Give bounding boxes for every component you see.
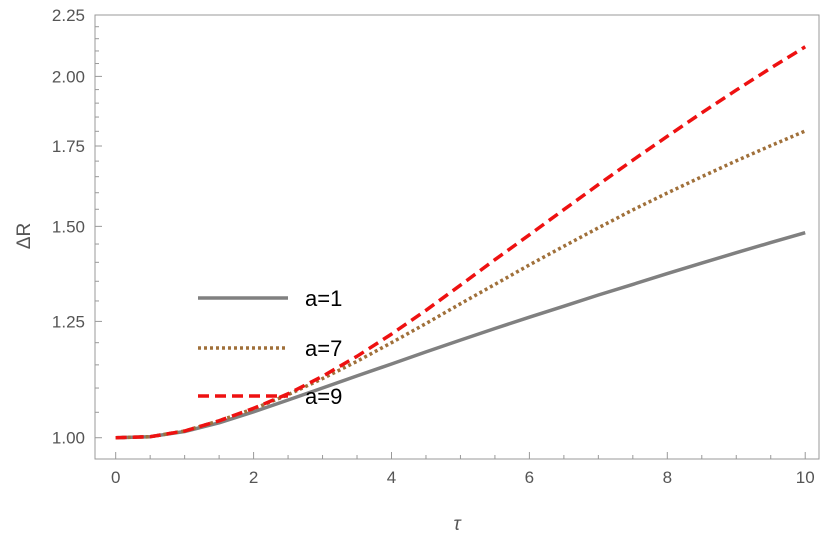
legend-label: a=7 <box>305 336 342 361</box>
y-tick-label: 2.00 <box>52 67 85 86</box>
x-axis-title: τ <box>453 514 462 535</box>
plot-frame <box>94 14 820 460</box>
x-tick-label: 0 <box>111 468 120 487</box>
series-layer <box>115 45 807 440</box>
x-tick-label: 8 <box>663 468 672 487</box>
series-line-a-7 <box>115 129 806 440</box>
axis-ticks: 0 2 4 6 8 10 1.00 1.25 1.50 1.75 2.00 2.25 <box>52 6 815 487</box>
y-axis-title: ΔR <box>14 223 35 249</box>
x-tick-label: 2 <box>249 468 258 487</box>
x-tick-label: 6 <box>525 468 534 487</box>
series-line-a-1 <box>115 231 806 440</box>
y-tick-label: 2.25 <box>52 6 85 25</box>
y-tick-label: 1.75 <box>52 137 85 156</box>
y-tick-label: 1.25 <box>52 312 85 331</box>
x-tick-label: 10 <box>796 468 815 487</box>
legend-label: a=1 <box>305 286 342 311</box>
series-line-a-9 <box>115 45 807 440</box>
y-tick-label: 1.50 <box>52 217 85 236</box>
y-tick-label: 1.00 <box>52 429 85 448</box>
x-tick-label: 4 <box>387 468 396 487</box>
legend: a=1 a=7 a=9 <box>198 286 342 409</box>
legend-label: a=9 <box>305 384 342 409</box>
